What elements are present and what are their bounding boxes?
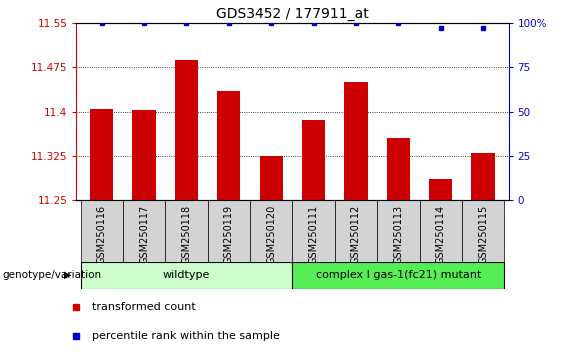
Bar [166, 200, 208, 262]
Text: ▶: ▶ [64, 270, 72, 280]
Text: GSM250117: GSM250117 [139, 205, 149, 264]
Bar [471, 153, 495, 200]
Bar [462, 200, 505, 262]
Bar [293, 262, 505, 289]
Bar [419, 200, 462, 262]
Title: GDS3452 / 177911_at: GDS3452 / 177911_at [216, 7, 369, 21]
Bar [81, 200, 123, 262]
Bar [377, 200, 419, 262]
Text: GSM250119: GSM250119 [224, 205, 234, 264]
Bar [175, 59, 198, 200]
Text: GSM250113: GSM250113 [393, 205, 403, 264]
Text: GSM250116: GSM250116 [97, 205, 107, 264]
Bar [81, 262, 293, 289]
Text: GSM250112: GSM250112 [351, 205, 361, 264]
Bar [132, 110, 156, 200]
Text: wildtype: wildtype [163, 270, 210, 280]
Text: GSM250111: GSM250111 [308, 205, 319, 264]
Text: complex I gas-1(fc21) mutant: complex I gas-1(fc21) mutant [316, 270, 481, 280]
Bar [259, 156, 283, 200]
Bar [302, 120, 325, 200]
Bar [208, 200, 250, 262]
Bar [293, 200, 334, 262]
Bar [217, 91, 241, 200]
Text: percentile rank within the sample: percentile rank within the sample [92, 331, 280, 341]
Text: transformed count: transformed count [92, 302, 195, 312]
Bar [250, 200, 293, 262]
Text: GSM250114: GSM250114 [436, 205, 446, 264]
Text: genotype/variation: genotype/variation [3, 270, 102, 280]
Bar [334, 200, 377, 262]
Text: GSM250120: GSM250120 [266, 205, 276, 264]
Bar [123, 200, 166, 262]
Bar [344, 82, 368, 200]
Text: GSM250115: GSM250115 [478, 205, 488, 264]
Text: GSM250118: GSM250118 [181, 205, 192, 264]
Bar [90, 109, 114, 200]
Bar [429, 179, 453, 200]
Bar [386, 138, 410, 200]
